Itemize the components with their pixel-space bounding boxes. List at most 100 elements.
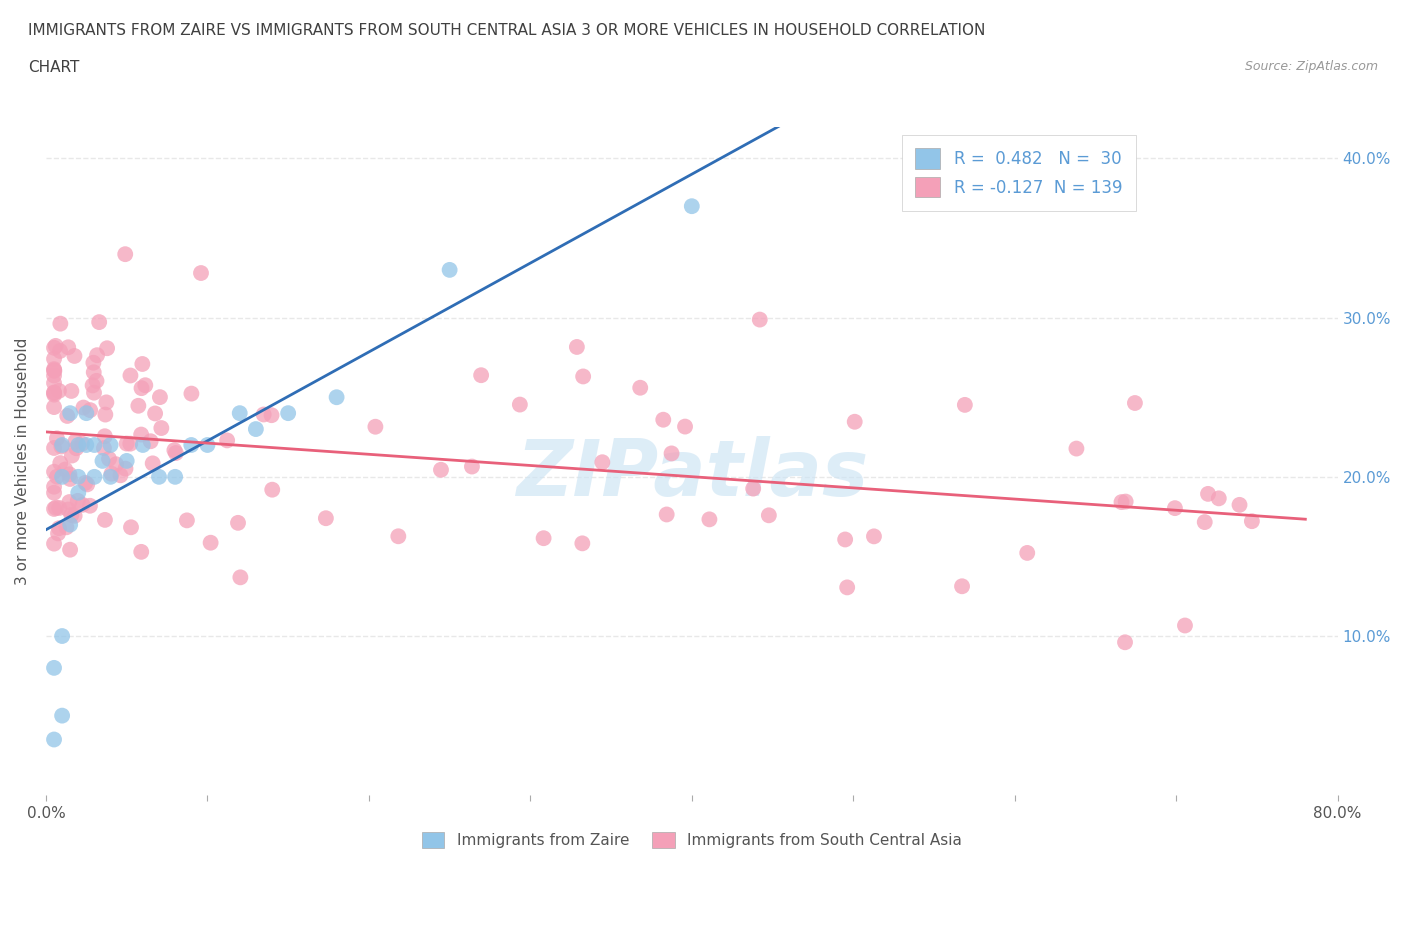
Point bbox=[53, 462, 76, 477]
Point bbox=[165, 470, 187, 485]
Point bbox=[58, 467, 80, 482]
Point bbox=[229, 570, 252, 585]
Point bbox=[748, 312, 770, 327]
Point bbox=[533, 531, 555, 546]
Point bbox=[49, 316, 72, 331]
Text: IMMIGRANTS FROM ZAIRE VS IMMIGRANTS FROM SOUTH CENTRAL ASIA 3 OR MORE VEHICLES I: IMMIGRANTS FROM ZAIRE VS IMMIGRANTS FROM… bbox=[28, 23, 986, 38]
Point bbox=[83, 365, 105, 379]
Point bbox=[42, 363, 65, 378]
Point bbox=[131, 356, 153, 371]
Point bbox=[105, 457, 128, 472]
Point bbox=[63, 509, 86, 524]
Point bbox=[79, 403, 101, 418]
Point bbox=[58, 339, 80, 354]
Point bbox=[120, 520, 142, 535]
Point bbox=[127, 398, 149, 413]
Point bbox=[51, 629, 73, 644]
Point bbox=[245, 421, 267, 436]
Point bbox=[67, 470, 90, 485]
Text: ZIPatlas: ZIPatlas bbox=[516, 436, 868, 512]
Point bbox=[45, 500, 67, 515]
Point bbox=[1229, 498, 1251, 512]
Point bbox=[277, 405, 299, 420]
Point bbox=[59, 472, 82, 486]
Point bbox=[1115, 494, 1137, 509]
Point bbox=[60, 383, 83, 398]
Point bbox=[837, 580, 859, 595]
Point bbox=[42, 441, 65, 456]
Point bbox=[79, 498, 101, 513]
Point bbox=[49, 343, 72, 358]
Point bbox=[42, 464, 65, 479]
Point bbox=[134, 378, 156, 392]
Point bbox=[430, 462, 453, 477]
Point bbox=[115, 454, 138, 469]
Point bbox=[699, 512, 721, 526]
Point bbox=[1123, 395, 1146, 410]
Point bbox=[48, 383, 70, 398]
Point bbox=[565, 339, 588, 354]
Point bbox=[59, 517, 82, 532]
Point bbox=[60, 508, 83, 523]
Point bbox=[148, 470, 170, 485]
Point bbox=[150, 420, 173, 435]
Point bbox=[48, 521, 70, 536]
Point bbox=[42, 400, 65, 415]
Point bbox=[94, 407, 117, 422]
Text: Source: ZipAtlas.com: Source: ZipAtlas.com bbox=[1244, 60, 1378, 73]
Point bbox=[93, 441, 115, 456]
Legend: Immigrants from Zaire, Immigrants from South Central Asia: Immigrants from Zaire, Immigrants from S… bbox=[415, 826, 969, 855]
Point bbox=[953, 397, 976, 412]
Point bbox=[48, 500, 70, 515]
Point bbox=[197, 437, 219, 452]
Point bbox=[652, 412, 675, 427]
Point bbox=[94, 512, 117, 527]
Point bbox=[110, 468, 132, 483]
Point bbox=[200, 536, 222, 551]
Point bbox=[315, 511, 337, 525]
Point bbox=[1111, 495, 1133, 510]
Point bbox=[100, 466, 122, 481]
Point bbox=[67, 437, 90, 452]
Point bbox=[70, 436, 93, 451]
Point bbox=[1174, 618, 1197, 633]
Point bbox=[325, 390, 347, 405]
Point bbox=[42, 479, 65, 494]
Point bbox=[129, 427, 152, 442]
Point bbox=[51, 708, 73, 723]
Point bbox=[129, 544, 152, 559]
Point bbox=[1114, 635, 1136, 650]
Point bbox=[59, 405, 82, 420]
Point bbox=[190, 266, 212, 281]
Point bbox=[509, 397, 531, 412]
Point bbox=[143, 406, 166, 421]
Point bbox=[758, 508, 780, 523]
Point bbox=[86, 348, 108, 363]
Point bbox=[217, 433, 239, 448]
Point bbox=[1164, 500, 1187, 515]
Point bbox=[51, 439, 73, 454]
Point bbox=[834, 532, 856, 547]
Point bbox=[115, 436, 138, 451]
Point bbox=[42, 732, 65, 747]
Point bbox=[120, 436, 142, 451]
Point bbox=[60, 448, 83, 463]
Point bbox=[44, 387, 66, 402]
Point bbox=[42, 385, 65, 400]
Point bbox=[42, 660, 65, 675]
Point bbox=[100, 470, 122, 485]
Point bbox=[950, 578, 973, 593]
Point bbox=[83, 470, 105, 485]
Point bbox=[42, 376, 65, 391]
Point bbox=[571, 536, 593, 551]
Point bbox=[42, 537, 65, 551]
Point bbox=[59, 542, 82, 557]
Point bbox=[45, 431, 67, 445]
Point bbox=[42, 368, 65, 383]
Point bbox=[439, 262, 461, 277]
Point bbox=[364, 419, 387, 434]
Point bbox=[89, 314, 111, 329]
Y-axis label: 3 or more Vehicles in Household: 3 or more Vehicles in Household bbox=[15, 338, 30, 585]
Point bbox=[75, 405, 97, 420]
Point bbox=[42, 352, 65, 366]
